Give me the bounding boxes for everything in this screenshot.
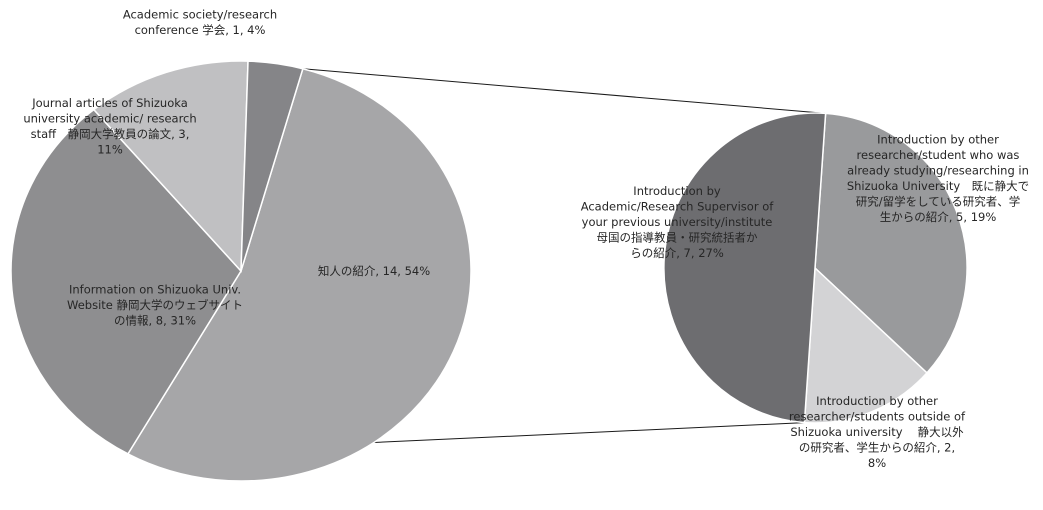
secondary-data-label-2-line-0: Introduction by (633, 184, 721, 198)
primary-data-label-1-line-1: Website 静岡大学のウェブサイト (67, 298, 243, 312)
connector-line-top (302, 68, 826, 114)
primary-data-label-0: 知人の紹介, 14, 54% (318, 264, 430, 278)
secondary-data-label-0: Introduction by other researcher/student … (847, 132, 1029, 224)
secondary-data-label-1-line-3: の研究者、学生からの紹介, 2, (799, 441, 955, 455)
secondary-data-label-0-line-0: Introduction by other (877, 132, 999, 146)
primary-slice-0 (126, 67, 472, 482)
primary-data-label-1: Information on Shizuoka Univ. Website 静岡大… (67, 283, 243, 328)
secondary-data-label-2-line-3: 母国の指導教員・研究統括者か (597, 231, 758, 245)
secondary-data-label-1: Introduction by other researcher/students… (789, 394, 966, 470)
primary-data-label-2: Journal articles of Shizuoka university a… (23, 96, 196, 157)
secondary-data-label-2-line-2: your previous university/institute (582, 215, 773, 229)
primary-data-label-2-line-2: staff 静岡大学教員の論文, 3, (31, 127, 190, 141)
secondary-data-label-1-line-2: Shizuoka university 静大以外 (790, 425, 964, 439)
primary-data-label-2-line-3: 11% (97, 142, 123, 156)
secondary-pie (663, 112, 968, 424)
primary-data-label-2-line-1: university academic/ research (23, 111, 196, 125)
data-labels: 知人の紹介, 14, 54% Information on Shizuoka Un… (23, 7, 1029, 470)
secondary-data-label-0-line-2: already studying/researching in (847, 163, 1029, 177)
secondary-data-label-2-line-4: らの紹介, 7, 27% (630, 246, 724, 260)
secondary-data-label-2: Introduction by Academic/Research Supervi… (581, 184, 775, 260)
primary-data-label-0-line-0: 知人の紹介, 14, 54% (318, 264, 430, 278)
primary-data-label-1-line-0: Information on Shizuoka Univ. (69, 283, 241, 297)
secondary-data-label-2-line-1: Academic/Research Supervisor of (581, 200, 775, 214)
primary-pie (10, 60, 472, 482)
secondary-data-label-1-line-0: Introduction by other (816, 394, 938, 408)
primary-data-label-1-line-2: の情報, 8, 31% (114, 314, 196, 328)
secondary-slice-0 (814, 112, 968, 374)
secondary-slice-1 (803, 266, 928, 424)
primary-data-label-3-line-0: Academic society/research (123, 7, 277, 21)
secondary-data-label-1-line-4: 8% (868, 456, 886, 470)
primary-slice-1 (10, 108, 242, 455)
primary-slice-2 (92, 60, 249, 273)
secondary-data-label-0-line-5: 生からの紹介, 5, 19% (880, 210, 997, 224)
secondary-data-label-0-line-1: researcher/student who was (857, 148, 1020, 162)
primary-data-label-3: Academic society/research conference 学会, … (123, 7, 277, 37)
secondary-slice-2 (663, 112, 827, 424)
primary-data-label-3-line-1: conference 学会, 1, 4% (135, 23, 266, 37)
primary-data-label-2-line-0: Journal articles of Shizuoka (31, 96, 188, 110)
primary-slice-3 (240, 60, 304, 272)
secondary-data-label-0-line-3: Shizuoka University 既に静大で (847, 179, 1029, 193)
secondary-data-label-0-line-4: 研究/留学をしている研究者、学 (856, 194, 1021, 208)
secondary-data-label-1-line-1: researcher/students outside of (789, 410, 966, 424)
